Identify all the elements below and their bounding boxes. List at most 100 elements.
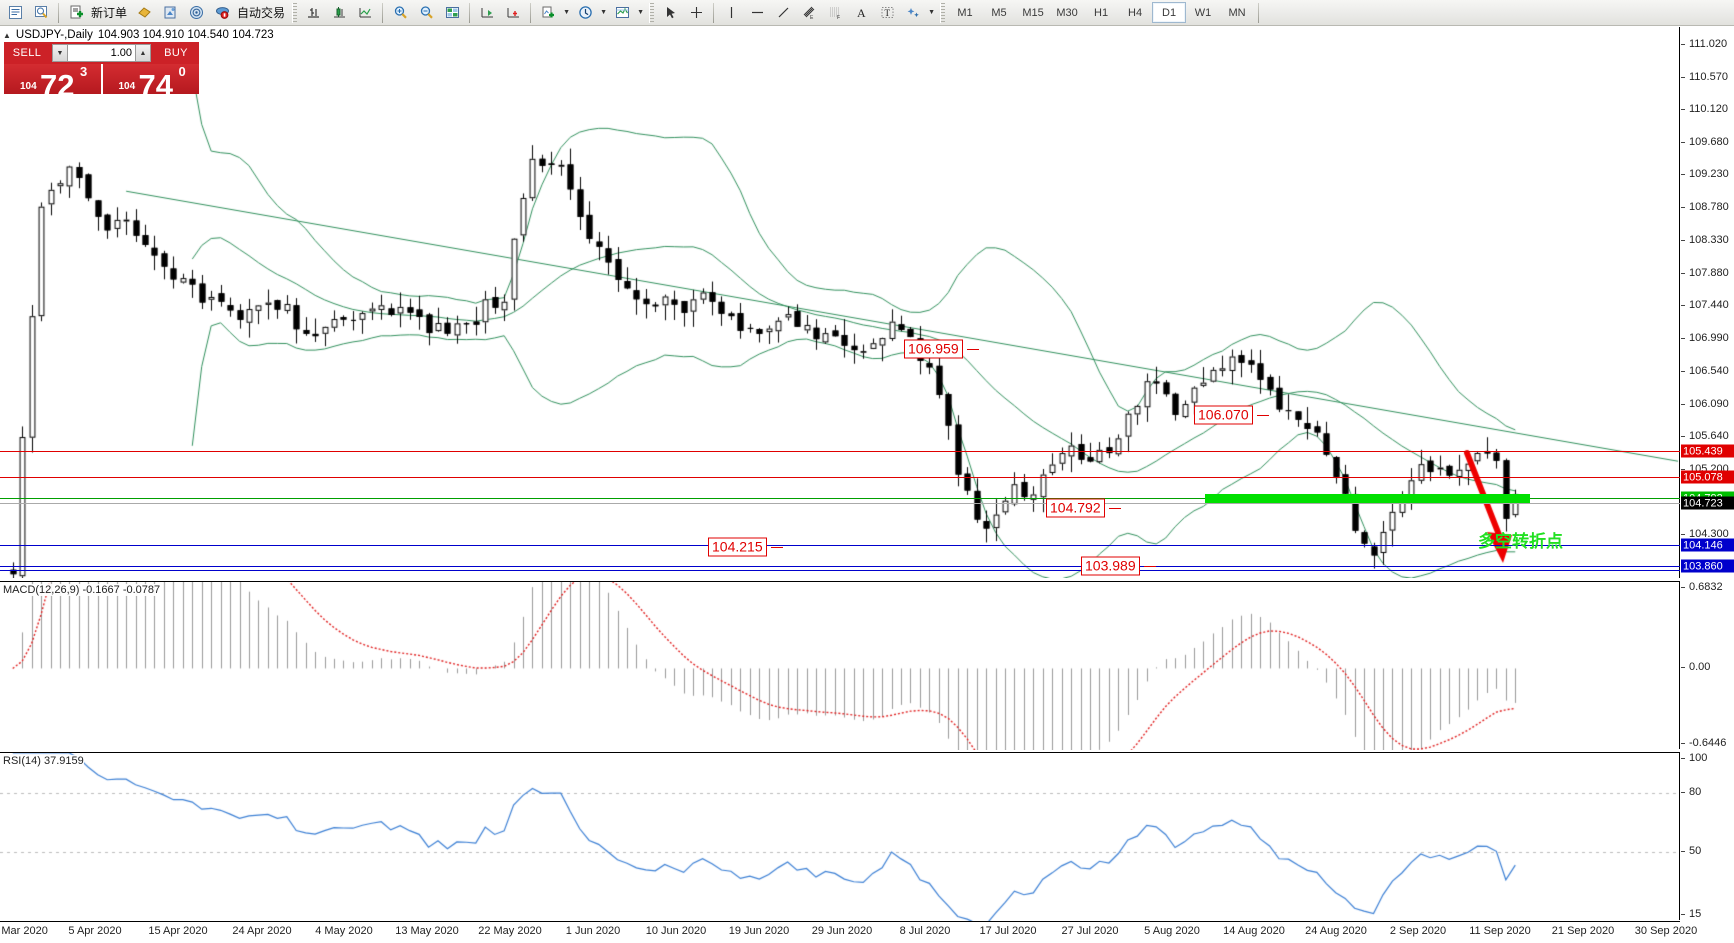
collapse-triangle-icon[interactable]: ▲ xyxy=(3,30,11,40)
price-scale[interactable]: 111.020 110.570 110.120 109.680 109.230 108.7… xyxy=(1681,27,1734,578)
volume-input[interactable]: 1.00 xyxy=(68,44,135,62)
time-tick: 5 Apr 2020 xyxy=(68,925,122,937)
toolbar-separator-end xyxy=(1258,2,1260,23)
terminal-icon[interactable] xyxy=(2,2,28,24)
label-level-103860[interactable]: 103.860 xyxy=(1681,559,1734,573)
buy-button[interactable]: BUY xyxy=(153,42,199,64)
volume-stepper[interactable]: ▼ 1.00 ▲ xyxy=(50,42,153,64)
cursor-icon[interactable] xyxy=(657,2,683,24)
time-tick: 13 May 2020 xyxy=(395,925,459,937)
zoom-out-icon[interactable] xyxy=(413,2,439,24)
grid-icon[interactable] xyxy=(439,2,465,24)
line-chart-icon[interactable] xyxy=(352,2,378,24)
label-level-104146[interactable]: 104.146 xyxy=(1681,538,1734,552)
timeframe-h4[interactable]: H4 xyxy=(1128,6,1143,19)
price-tick: 106.090 xyxy=(1681,398,1729,410)
expert-advisors-icon[interactable] xyxy=(157,2,183,24)
autotrading-icon[interactable] xyxy=(209,2,235,24)
buy-price-display[interactable]: 104 74 0 xyxy=(100,64,199,94)
macd-label: MACD(12,26,9) -0.1667 -0.0787 xyxy=(3,584,161,596)
horizontal-line-icon[interactable] xyxy=(744,2,770,24)
time-tick: 1 Jun 2020 xyxy=(565,925,621,937)
toolbar-grip-2[interactable] xyxy=(649,2,655,23)
time-tick: 30 Sep 2020 xyxy=(1634,925,1698,937)
one-click-trading-panel[interactable]: SELL ▼ 1.00 ▲ BUY 104 72 3 104 74 0 xyxy=(4,42,199,94)
indicators-dropdown-arrow[interactable]: ▼ xyxy=(563,9,570,16)
svg-text:E: E xyxy=(810,15,814,20)
vertical-line-icon[interactable] xyxy=(718,2,744,24)
timeframe-d1[interactable]: D1 xyxy=(1152,2,1187,23)
toolbar-separator-5 xyxy=(713,2,715,23)
time-tick: 6 Mar 2020 xyxy=(0,925,48,937)
time-tick: 19 Jun 2020 xyxy=(728,925,790,937)
price-tick: 104.300 xyxy=(1681,528,1729,540)
time-tick: 11 Sep 2020 xyxy=(1469,925,1531,937)
chart-shift-icon[interactable] xyxy=(500,2,526,24)
sell-big-figure: 104 xyxy=(20,81,37,92)
trendline-icon[interactable] xyxy=(770,2,796,24)
templates-dropdown-arrow[interactable]: ▼ xyxy=(637,9,644,16)
time-axis[interactable]: 6 Mar 2020 5 Apr 2020 15 Apr 2020 24 Apr 20… xyxy=(0,921,1697,943)
rsi-tick: 80 xyxy=(1681,786,1701,798)
trade-panel-price-row: 104 72 3 104 74 0 xyxy=(4,64,199,94)
templates-icon[interactable] xyxy=(609,2,635,24)
label-level-105078[interactable]: 105.078 xyxy=(1681,470,1734,484)
text-icon[interactable]: A xyxy=(848,2,874,24)
signals-icon[interactable] xyxy=(183,2,209,24)
periods-dropdown-arrow[interactable]: ▼ xyxy=(600,9,607,16)
bar-chart-icon[interactable] xyxy=(300,2,326,24)
timeframe-h1[interactable]: H1 xyxy=(1094,6,1109,19)
timeframe-m1[interactable]: M1 xyxy=(957,6,973,19)
timeframe-w1[interactable]: W1 xyxy=(1194,6,1212,19)
toolbar-separator-4 xyxy=(530,2,532,23)
price-tick: 110.120 xyxy=(1681,103,1728,115)
text-label-icon[interactable]: T xyxy=(874,2,900,24)
toolbar-grip-3[interactable] xyxy=(940,2,946,23)
shapes-dropdown-arrow[interactable]: ▼ xyxy=(928,9,935,16)
timeframe-mn[interactable]: MN xyxy=(1228,6,1246,19)
indicators-icon[interactable] xyxy=(535,2,561,24)
main-toolbar[interactable]: 新订单 自动交易 ▼ ▼ xyxy=(0,0,1734,26)
rsi-tick: 100 xyxy=(1681,752,1707,764)
price-tick: 107.440 xyxy=(1681,299,1729,311)
timeframe-m15[interactable]: M15 xyxy=(1022,6,1044,19)
fibonacci-icon[interactable]: F xyxy=(822,2,848,24)
sell-button[interactable]: SELL xyxy=(4,42,50,64)
auto-scroll-icon[interactable] xyxy=(474,2,500,24)
equidistant-channel-icon[interactable]: E xyxy=(796,2,822,24)
chart-container[interactable]: MACD(12,26,9) -0.1667 -0.0787 RSI(14) 37… xyxy=(0,27,1734,943)
label-ask-105439[interactable]: 105.439 xyxy=(1681,444,1734,458)
symbol-header: ▲ USDJPY-,Daily 104.903 104.910 104.540 … xyxy=(0,27,274,43)
time-tick: 27 Jul 2020 xyxy=(1061,925,1119,937)
toolbar-separator-2 xyxy=(382,2,384,23)
sell-price-display[interactable]: 104 72 3 xyxy=(4,64,101,94)
volume-down-arrow[interactable]: ▼ xyxy=(52,44,68,62)
zoom-in-icon[interactable] xyxy=(387,2,413,24)
autotrading-label[interactable]: 自动交易 xyxy=(237,6,286,20)
data-window-icon[interactable] xyxy=(28,2,54,24)
rsi-scale: 100 80 50 15 xyxy=(1681,752,1734,920)
macd-pane[interactable]: MACD(12,26,9) -0.1667 -0.0787 xyxy=(0,581,1680,750)
price-tick: 105.640 xyxy=(1681,430,1729,442)
macd-tick: -0.6446 xyxy=(1681,737,1726,749)
metaeditor-icon[interactable] xyxy=(131,2,157,24)
price-tick: 108.330 xyxy=(1681,234,1729,246)
new-order-label[interactable]: 新订单 xyxy=(91,6,128,20)
macd-canvas xyxy=(0,582,1680,750)
shapes-icon[interactable] xyxy=(900,2,926,24)
timeframe-m30[interactable]: M30 xyxy=(1056,6,1078,19)
volume-up-arrow[interactable]: ▲ xyxy=(135,44,151,62)
periods-icon[interactable] xyxy=(572,2,598,24)
toolbar-grip[interactable] xyxy=(292,2,298,23)
candlestick-chart-icon[interactable] xyxy=(326,2,352,24)
label-last-104723[interactable]: 104.723 xyxy=(1681,496,1734,510)
crosshair-icon[interactable] xyxy=(683,2,709,24)
price-pane[interactable] xyxy=(0,27,1680,578)
timeframe-m5[interactable]: M5 xyxy=(991,6,1007,19)
trade-panel-top-row: SELL ▼ 1.00 ▲ BUY xyxy=(4,42,199,64)
price-tick: 109.230 xyxy=(1681,168,1729,180)
new-order-icon[interactable] xyxy=(63,2,89,24)
sell-fraction: 3 xyxy=(80,64,88,79)
macd-scale: 0.6832 0.00 -0.6446 xyxy=(1681,581,1734,749)
rsi-pane[interactable]: RSI(14) 37.9159 xyxy=(0,752,1680,921)
